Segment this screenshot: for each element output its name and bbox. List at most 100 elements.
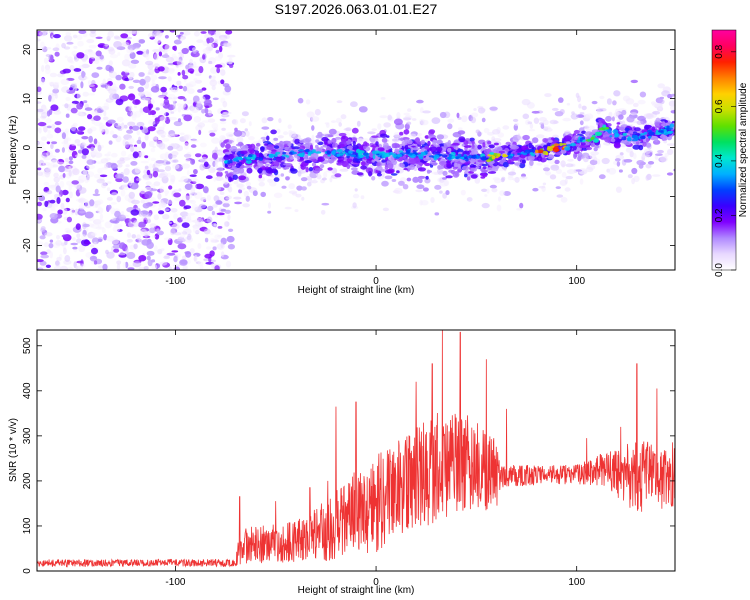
spectrogram-cell [56,235,60,240]
spectrogram-cell [60,202,65,210]
spectrogram-cell [100,84,107,88]
spectrogram-cell [648,135,652,139]
spectrogram-cell [62,173,66,178]
spectrogram-cell [587,125,595,130]
spectrogram-cell [171,154,177,158]
spectrogram-cell [107,119,116,124]
spectrogram-cell [598,107,607,112]
spectrogram-cell [117,163,123,168]
spectrogram-cell [434,184,442,190]
spectrogram-cell [95,50,102,57]
spectrogram-cell [379,115,388,119]
spectrogram-cell [113,248,120,253]
spectrogram-cell [575,169,582,172]
spectrogram-cell [43,181,50,186]
spectrogram-cell [40,226,46,231]
spectrogram-cell [54,93,58,99]
spectrogram-cell [431,171,439,175]
spectrogram-cell [406,177,412,182]
spectrogram-cell [613,90,622,97]
spectrogram-cell [168,116,178,121]
spectrogram-cell [650,101,656,105]
spectrogram-cell [285,176,290,181]
spectrogram-cell [317,141,324,146]
spectrogram-cell [623,140,632,145]
spectrogram-cell [621,136,627,141]
spectrogram-cell [593,147,598,152]
spectrogram-cell [596,131,603,136]
spectrogram-cell [463,140,469,146]
spectrogram-cell [273,137,279,141]
spectrogram-cell [99,126,104,134]
spectrogram-cell [652,139,661,145]
spectrogram-cell [48,81,56,86]
spectrogram-cell [463,154,467,157]
spectrogram-cell [228,176,233,183]
spectrogram-cell [659,134,668,139]
spectrogram-cell [101,227,106,233]
spectrogram-cell [529,159,534,166]
spectrogram-cell [49,251,53,259]
spectrogram-cell [582,145,587,149]
spectrogram-cell [76,52,85,59]
spectrogram-cell [559,142,563,147]
spectrogram-x-ticks: -100 0 100 [165,30,585,287]
spectrogram-cell [177,96,186,100]
spectrogram-cell [173,120,183,127]
spectrogram-cell [164,190,170,195]
spectrogram-cell [562,117,571,122]
spectrogram-cell [399,131,404,136]
spectrogram-cell [486,159,492,163]
spectrogram-cell [103,116,109,121]
spectrogram-cell [639,91,647,98]
spectrogram-cell [224,85,232,93]
spectrogram-cell [209,132,216,137]
spectrogram-cell [321,177,327,181]
spectrogram-cell [53,266,63,270]
spectrogram-cell [68,156,73,161]
spectrogram-cell [242,144,249,149]
spectrogram-cell [484,194,488,197]
spectrogram-cell [570,113,579,120]
spectrogram-cell [104,153,111,157]
y-tick-label: -20 [22,238,33,253]
spectrogram-cell [153,245,158,252]
spectrogram-cell [442,170,448,176]
spectrogram-cell [217,186,221,191]
spectrogram-cell [433,154,440,159]
spectrogram-cell [190,106,199,113]
spectrogram-cell [159,116,167,122]
spectrogram-cell [81,71,86,77]
spectrogram-cell [68,184,72,191]
spectrogram-cell [201,109,206,114]
spectrogram-cell [296,156,301,160]
spectrogram-cell [65,157,69,163]
spectrogram-cell [527,155,535,161]
spectrogram-cell [136,177,142,182]
spectrogram-cell [61,242,65,247]
spectrogram-cell [92,193,101,197]
spectrogram-cell [612,100,617,106]
spectrogram-cell [148,111,152,116]
spectrogram-cell [146,255,151,261]
spectrogram-cell [471,112,479,118]
spectrogram-cell [49,30,55,34]
spectrogram-cell [573,152,577,159]
spectrogram-cell [168,67,175,74]
spectrogram-cell [189,174,197,177]
spectrogram-cell [167,133,176,138]
spectrogram-cell [233,158,239,162]
spectrogram-cell [194,72,202,77]
spectrogram-cell [482,142,486,148]
spectrogram-cell [387,168,395,174]
spectrogram-cell [170,86,179,93]
spectrogram-cell [91,109,98,116]
spectrogram-cell [615,186,622,193]
spectrogram-cell [123,124,128,129]
spectrogram-cell [89,255,98,262]
spectrogram-cell [528,149,536,154]
spectrogram-cell [512,177,520,181]
spectrogram-cell [461,115,468,123]
spectrogram-cell [63,259,72,265]
spectrogram-cell [229,64,234,68]
